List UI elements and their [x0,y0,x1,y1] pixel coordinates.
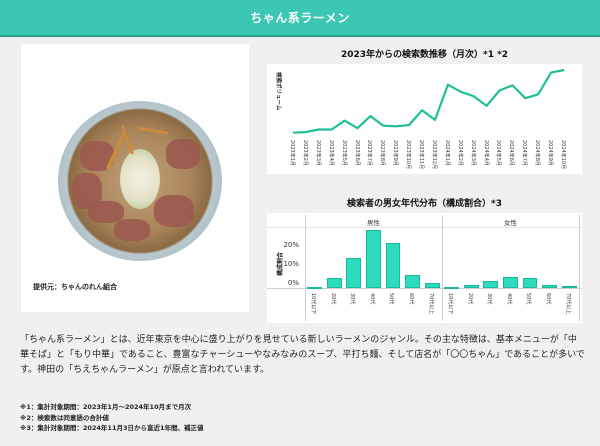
bar-xtick-label: 10代以下 [447,293,454,315]
bar-female-1 [463,284,479,288]
bar-xtick-label: 30代 [349,293,356,305]
line-xtick-label: 2023年3月 [314,140,321,166]
bar-female-4 [522,277,538,288]
line-xtick-label: 2023年6月 [353,140,360,166]
photo-card: 提供元：ちゃんのれん組合 [21,44,249,312]
line-xtick-label: 2024年8月 [534,140,541,166]
line-xtick-label: 2024年3月 [469,140,476,166]
bar-chart-title: 検索者の男女年代分布（構成割合）*3 [347,199,502,209]
bar-chart: 構成割合 20% 10% 0% 男性 女性 10代以下 20代 30代 40代 50代 6… [267,213,582,323]
bar-xtick-label: 50代 [525,293,532,305]
line-xtick-label: 2024年5月 [495,140,502,166]
facet-label-female: 女性 [504,219,517,227]
footnotes: ※1：集計対象期間：2023年1月～2024年10月まで月次 ※2：検索数は同意… [20,402,204,434]
line-xtick-label: 2023年8月 [379,140,386,166]
line-xtick-label: 2023年5月 [340,140,347,166]
bar-male-0 [307,286,323,289]
facet-label-male: 男性 [367,219,380,227]
ytick-0: 0% [287,279,299,287]
bar-female-3 [503,276,518,288]
bar-male-2 [346,258,362,288]
ytick-20: 20% [283,241,299,249]
line-xtick-label: 2024年7月 [521,140,528,166]
line-xtick-label: 2023年1月 [289,140,295,166]
page-title: ちゃん系ラーメン [250,11,350,25]
bar-xtick-label: 20代 [466,293,473,305]
bar-female-0 [444,287,460,289]
bar-xtick-label: 70代以上 [427,293,434,315]
line-xtick-label: 2023年12月 [430,140,437,170]
footnote-1: ※1：集計対象期間：2023年1月～2024年10月まで月次 [20,403,192,411]
description-paragraph: 「ちゃん系ラーメン」とは、近年東京を中心に盛り上がりを見せている新しいラーメンの… [20,335,585,375]
footnote-3: ※3：集計対象期間：2024年11月3日から直近1年間、補正値 [20,424,204,432]
bar-xtick-label: 60代 [407,293,414,305]
line-xtick-label: 2024年9月 [547,140,554,166]
line-xtick-label: 2023年2月 [301,140,308,166]
bar-male-1 [326,277,342,288]
ramen-bowl-image [58,101,222,261]
line-xtick-label: 2023年10月 [405,140,412,170]
bar-xtick-label: 40代 [368,293,375,305]
bar-xtick-label: 20代 [329,293,336,305]
bar-female-6 [561,285,577,288]
footnote-2: ※2：検索数は同意語の合計値 [20,413,109,422]
bar-xtick-label: 70代以上 [564,293,571,315]
ytick-10: 10% [283,260,299,268]
bar-xtick-label: 50代 [388,293,395,305]
line-xtick-label: 2024年2月 [456,140,463,166]
bar-female-5 [542,284,558,288]
bar-xtick-label: 40代 [505,293,512,305]
line-chart: 検索ボリューム 2023年1月 2023年2月 2023年3月 2023年4月 2023… [267,64,582,174]
line-xtick-label: 2023年7月 [366,140,373,166]
bar-xtick-label: 10代以下 [310,293,317,315]
line-xtick-label: 2023年9月 [392,140,399,166]
line-xtick-label: 2024年10月 [560,140,566,170]
page-header: ちゃん系ラーメン [0,0,600,37]
line-chart-plot [292,68,565,134]
line-xtick-label: 2023年11月 [418,140,425,170]
line-xtick-label: 2024年6月 [508,140,515,166]
bar-xtick-label: 60代 [544,293,551,305]
bar-male-6 [424,282,440,288]
line-xtick-label: 2024年4月 [482,140,489,166]
photo-credit: 提供元：ちゃんのれん組合 [33,283,117,291]
bar-female-2 [483,280,499,288]
line-xtick-label: 2024年1月 [443,140,450,166]
bar-male-4 [385,242,401,288]
bar-male-3 [366,229,381,288]
line-xtick-label: 2023年4月 [327,140,334,166]
line-chart-title: 2023年からの検索数推移（月次）*1 *2 [340,50,509,60]
bar-xtick-label: 30代 [486,293,493,305]
bar-male-5 [405,274,421,288]
